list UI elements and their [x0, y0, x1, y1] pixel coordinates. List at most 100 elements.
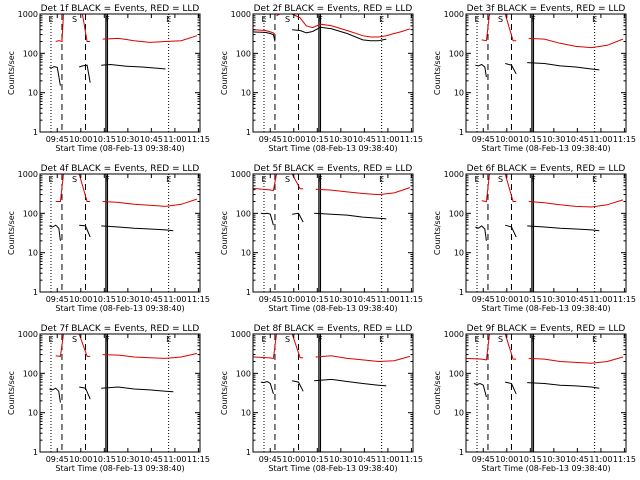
x-tick-label: 11:15 [400, 135, 423, 144]
series-line-events [79, 224, 91, 238]
y-tick-label: 100 [23, 49, 38, 58]
reference-lines [263, 14, 383, 132]
marker-label: E [592, 15, 597, 24]
y-tick-label: 100 [23, 369, 38, 378]
x-tick-label: 10:45 [353, 135, 376, 144]
series-group [253, 174, 411, 226]
series-group [49, 14, 198, 86]
series-line-events [79, 64, 91, 83]
series-line-events [49, 387, 61, 403]
plot-frame [39, 173, 201, 293]
x-tick-label: 10:30 [116, 295, 139, 304]
marker-label: E [474, 15, 479, 24]
series-line-lld [102, 35, 198, 43]
reference-lines [263, 334, 383, 452]
y-tick-label: 10 [28, 89, 38, 98]
marker-label: E [474, 175, 479, 184]
series-group [466, 334, 624, 398]
y-tick-label: 10 [454, 89, 464, 98]
series-line-lld [481, 14, 517, 42]
x-tick-label: 10:15 [519, 455, 542, 464]
series-line-lld [528, 199, 624, 208]
reference-lines [50, 174, 170, 292]
x-tick-label: 10:45 [353, 455, 376, 464]
y-axis-label: Counts/sec [433, 211, 442, 255]
reference-lines [50, 334, 170, 452]
series-line-events [505, 224, 517, 238]
series-line-events [49, 66, 61, 86]
x-tick-label: 11:15 [400, 455, 423, 464]
marker-label: F [105, 15, 110, 24]
reference-lines [476, 334, 596, 452]
reference-lines [476, 14, 596, 132]
marker-label: F [318, 335, 323, 344]
marker-label: E [166, 335, 171, 344]
x-tick-label: 09:45 [472, 295, 495, 304]
series-line-events [260, 212, 274, 226]
series-line-events [253, 31, 276, 42]
x-axis-label: Start Time (08-Feb-13 09:38:40) [55, 464, 184, 473]
marker-label: E [48, 175, 53, 184]
y-axis-label: Counts/sec [7, 371, 16, 415]
x-tick-label: 10:45 [140, 135, 163, 144]
series-line-events [475, 63, 487, 78]
marker-label: S [285, 175, 290, 184]
series-line-events [79, 386, 91, 400]
y-tick-label: 1 [459, 128, 464, 137]
x-tick-label: 09:45 [46, 295, 69, 304]
series-line-events [314, 212, 387, 220]
series-group [253, 334, 411, 395]
series-line-lld [102, 353, 198, 359]
x-tick-label: 10:00 [495, 135, 518, 144]
x-tick-label: 10:15 [93, 295, 116, 304]
y-axis-label: Counts/sec [7, 211, 16, 255]
series-line-events [505, 381, 517, 395]
y-tick-label: 1 [33, 288, 38, 297]
series-line-events [473, 382, 487, 398]
chart-title: Det 7f BLACK = Events, RED = LLD [41, 324, 200, 334]
x-tick-label: 11:00 [589, 295, 612, 304]
series-line-lld [528, 37, 624, 49]
marker-label: F [531, 335, 536, 344]
y-tick-label: 1 [246, 288, 251, 297]
x-tick-label: 10:15 [93, 455, 116, 464]
y-tick-label: 10 [454, 409, 464, 418]
y-tick-label: 100 [449, 49, 464, 58]
series-line-events [292, 380, 304, 392]
plot-frame [39, 13, 201, 133]
x-tick-label: 10:15 [519, 135, 542, 144]
y-tick-label: 10 [28, 249, 38, 258]
y-tick-label: 1000 [18, 10, 38, 19]
x-tick-label: 09:45 [259, 455, 282, 464]
x-tick-label: 11:00 [163, 455, 186, 464]
x-tick-label: 11:00 [376, 135, 399, 144]
x-tick-label: 11:00 [589, 455, 612, 464]
plot-frame [465, 13, 627, 133]
x-axis-label: Start Time (08-Feb-13 09:38:40) [268, 464, 397, 473]
x-tick-label: 10:30 [329, 135, 352, 144]
series-line-lld [276, 14, 411, 38]
series-group [253, 14, 411, 42]
y-tick-label: 1 [33, 128, 38, 137]
y-tick-label: 10 [454, 249, 464, 258]
x-tick-label: 11:15 [613, 135, 636, 144]
x-tick-label: 10:00 [282, 455, 305, 464]
x-tick-label: 10:45 [140, 455, 163, 464]
x-tick-label: 10:45 [566, 135, 589, 144]
x-tick-label: 10:15 [519, 295, 542, 304]
x-axis-label: Start Time (08-Feb-13 09:38:40) [55, 304, 184, 313]
x-tick-label: 10:00 [495, 455, 518, 464]
y-axis-label: Counts/sec [220, 211, 229, 255]
y-tick-label: 100 [23, 209, 38, 218]
marker-label: E [379, 15, 384, 24]
x-axis-label: Start Time (08-Feb-13 09:38:40) [481, 464, 610, 473]
series-line-events [101, 386, 174, 393]
x-tick-label: 10:30 [116, 455, 139, 464]
series-line-lld [315, 355, 411, 363]
marker-label: F [105, 175, 110, 184]
series-line-events [292, 212, 304, 223]
